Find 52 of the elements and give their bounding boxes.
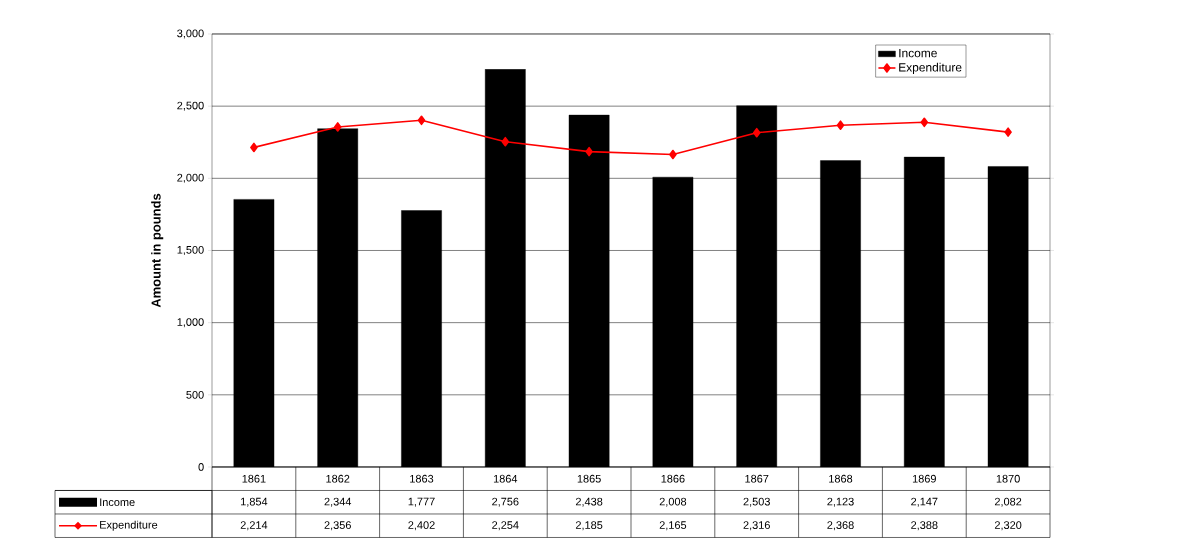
y-tick-label: 1,500 (177, 245, 204, 256)
point (1004, 127, 1012, 137)
y-tick-label: 3,000 (177, 29, 204, 39)
data-label: 2,008 (659, 497, 687, 507)
data-label: 2,123 (827, 497, 854, 507)
data-label: 2,756 (492, 497, 519, 507)
data-label: 2,254 (492, 521, 519, 531)
data-label: 2,344 (324, 497, 352, 507)
data-label: 2,320 (994, 521, 1022, 531)
x-tick-label: 1862 (326, 474, 350, 483)
data-label: 2,438 (575, 497, 603, 507)
x-tick-label: 1869 (912, 474, 936, 483)
text: Income (100, 498, 135, 507)
data-label: 2,368 (827, 521, 854, 531)
point (585, 146, 593, 157)
data-label: 2,185 (575, 521, 603, 531)
data-label: 2,316 (743, 521, 770, 531)
x-tick-label: 1864 (493, 474, 518, 483)
data-label: 1,854 (241, 497, 268, 507)
legend-label: Income (899, 49, 937, 58)
data-label: 2,402 (408, 521, 435, 531)
point (501, 136, 510, 147)
point (250, 142, 258, 153)
y-axis-title: Amount in pounds (151, 193, 164, 308)
y-tick-label: 2,500 (177, 101, 204, 111)
x-tick-label: 1867 (745, 474, 769, 483)
x-tick-label: 1866 (661, 474, 685, 483)
data-label: 2,082 (994, 497, 1022, 507)
x-tick-label: 1861 (242, 474, 266, 483)
y-tick-label: 1,000 (177, 318, 204, 328)
x-tick-label: 1863 (410, 474, 434, 483)
point (752, 127, 761, 138)
point (417, 115, 426, 126)
data-label: 2,214 (240, 521, 268, 531)
data-label: 2,356 (324, 521, 351, 531)
data-label: 2,165 (659, 521, 687, 531)
data-label: 2,147 (911, 497, 938, 507)
data-label: 1,777 (408, 497, 435, 507)
x-tick-label: 1865 (577, 474, 601, 483)
y-tick-label: 2,000 (177, 173, 204, 183)
y-tick-label: 500 (186, 390, 204, 399)
data-label: 2,503 (743, 497, 770, 507)
text: Expenditure (100, 520, 158, 531)
point (333, 122, 342, 132)
data-label: 2,388 (911, 521, 938, 531)
point (920, 117, 929, 128)
point (669, 149, 677, 160)
legend-label: Expenditure (899, 62, 962, 74)
x-tick-label: 1868 (829, 474, 853, 483)
y-tick-label: 0 (198, 463, 204, 471)
x-tick-label: 1870 (996, 474, 1020, 483)
point (836, 120, 845, 130)
